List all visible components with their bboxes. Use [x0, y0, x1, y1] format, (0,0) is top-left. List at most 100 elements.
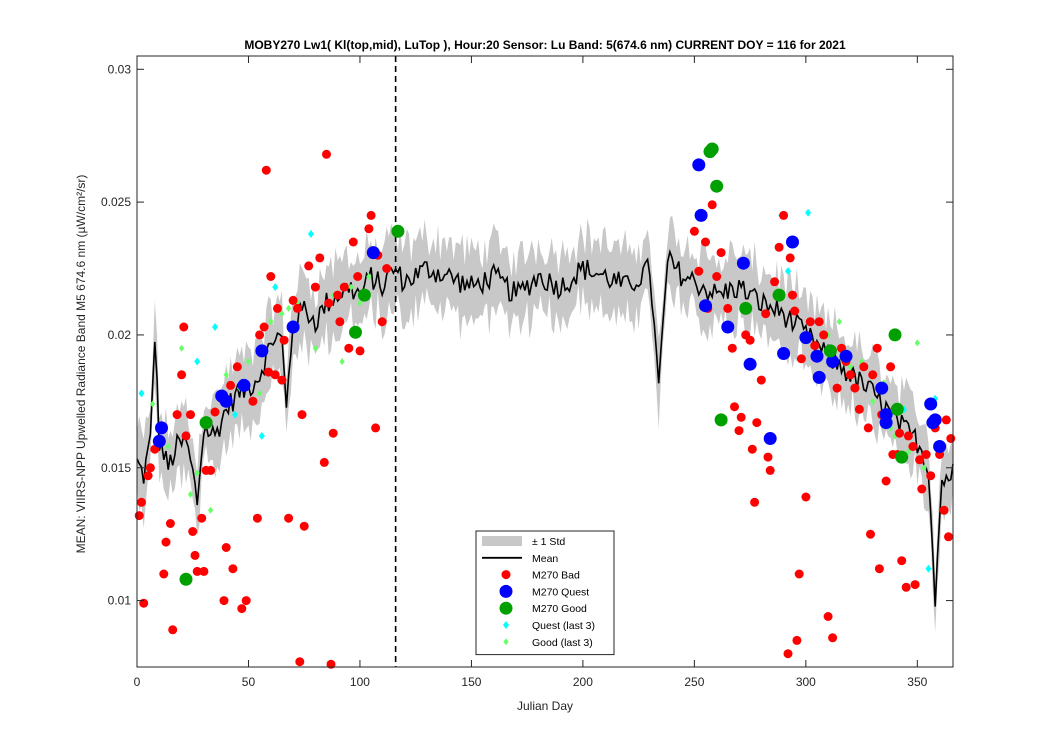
- m270-bad-point: [259, 322, 269, 332]
- m270-bad-point: [723, 303, 733, 313]
- m270-quest-point: [255, 344, 269, 358]
- m270-bad-point: [701, 237, 710, 247]
- quest-last-3-point: [212, 322, 219, 331]
- m270-bad-point: [712, 272, 722, 281]
- m270-good-point: [357, 288, 371, 302]
- m270-bad-point: [707, 200, 717, 210]
- m270-quest-point: [152, 434, 166, 448]
- m270-bad-point: [941, 415, 951, 425]
- good-last-3-point: [914, 339, 920, 347]
- m270-good-point: [888, 328, 902, 342]
- y-tick-label: 0.01: [108, 594, 132, 608]
- m270-bad-point: [279, 335, 289, 345]
- good-last-3-point: [366, 272, 372, 280]
- x-tick-label: 300: [796, 675, 816, 689]
- plot-frame: [136, 55, 954, 668]
- m270-bad-point: [901, 582, 911, 592]
- m270-bad-point: [736, 412, 746, 422]
- m270-bad-point: [315, 253, 325, 263]
- y-tick-label: 0.025: [101, 195, 131, 209]
- legend-marker: [503, 621, 509, 629]
- m270-bad-point: [226, 380, 236, 390]
- y-tick-label: 0.015: [101, 461, 131, 475]
- m270-bad-point: [917, 484, 927, 494]
- legend-marker: [503, 638, 509, 646]
- m270-bad-point: [814, 317, 824, 327]
- m270-bad-point: [139, 598, 149, 608]
- m270-quest-point: [924, 397, 938, 411]
- m270-bad-point: [785, 253, 795, 263]
- legend-label: Mean: [532, 553, 558, 565]
- m270-bad-point: [270, 370, 280, 380]
- good-last-3-point: [165, 443, 171, 451]
- series-good-last-3: [145, 272, 927, 514]
- y-axis-label: MEAN: VIIRS-NPP Upwelled Radiance Band M…: [74, 175, 88, 554]
- m270-quest-point: [799, 331, 813, 345]
- m270-bad-point: [206, 465, 216, 475]
- m270-bad-point: [221, 543, 231, 552]
- legend: ± 1 Std Mean M270 Bad M270 Quest M270 Good Qu…: [475, 530, 615, 656]
- m270-bad-point: [353, 272, 363, 281]
- m270-bad-point: [293, 303, 302, 313]
- good-last-3-point: [279, 310, 285, 318]
- series-m270-good: [179, 142, 909, 586]
- m270-quest-point: [219, 394, 233, 408]
- m270-bad-point: [310, 282, 320, 292]
- x-axis-label: Julian Day: [517, 699, 573, 713]
- m270-bad-point: [874, 564, 884, 574]
- m270-good-point: [391, 224, 405, 238]
- m270-bad-point: [850, 383, 860, 393]
- m270-bad-point: [819, 330, 829, 340]
- m270-quest-point: [812, 370, 826, 384]
- good-last-3-point: [268, 318, 274, 326]
- m270-good-point: [705, 142, 719, 156]
- m270-bad-point: [792, 635, 802, 645]
- m270-bad-point: [944, 532, 953, 542]
- m270-bad-point: [348, 237, 358, 247]
- m270-bad-point: [727, 343, 737, 353]
- m270-bad-point: [241, 596, 251, 606]
- m270-bad-point: [284, 513, 294, 523]
- m270-quest-point: [366, 246, 380, 260]
- m270-bad-point: [915, 455, 925, 465]
- legend-label: M270 Bad: [532, 570, 580, 582]
- m270-bad-point: [344, 343, 354, 353]
- good-last-3-point: [245, 358, 252, 365]
- m270-bad-point: [333, 290, 343, 300]
- y-tick-label: 0.03: [108, 62, 132, 76]
- m270-bad-point: [750, 497, 760, 507]
- m270-bad-point: [790, 306, 800, 316]
- m270-quest-point: [721, 320, 735, 334]
- m270-good-point: [890, 402, 904, 416]
- legend-label: M270 Good: [532, 603, 587, 615]
- m270-bad-point: [328, 428, 338, 438]
- quest-last-3-point: [785, 267, 792, 276]
- m270-bad-point: [199, 566, 209, 576]
- m270-quest-point: [928, 413, 942, 427]
- good-last-3-point: [348, 283, 354, 291]
- m270-quest-point: [933, 440, 947, 453]
- good-last-3-point: [178, 344, 185, 352]
- m270-bad-point: [186, 410, 195, 420]
- m270-bad-point: [304, 261, 314, 271]
- m270-quest-point: [777, 347, 791, 360]
- good-last-3-point: [194, 469, 200, 477]
- m270-bad-point: [872, 343, 882, 353]
- mean-line-layer: [136, 248, 954, 607]
- m270-bad-point: [868, 370, 878, 380]
- legend-marker: [499, 584, 513, 598]
- legend-label: ± 1 Std: [532, 536, 565, 548]
- m270-bad-point: [765, 465, 775, 475]
- good-last-3-point: [256, 389, 263, 397]
- x-tick-label: 150: [461, 675, 481, 689]
- quest-last-3-point: [307, 229, 314, 238]
- legend-label: Good (last 3): [532, 637, 593, 649]
- m270-bad-point: [859, 362, 869, 372]
- x-tick-label: 250: [684, 675, 704, 689]
- m270-quest-point: [879, 416, 893, 430]
- mean-line: [136, 248, 954, 607]
- quest-last-3-point: [805, 208, 812, 217]
- m270-bad-point: [788, 290, 797, 300]
- m270-bad-point: [908, 442, 918, 451]
